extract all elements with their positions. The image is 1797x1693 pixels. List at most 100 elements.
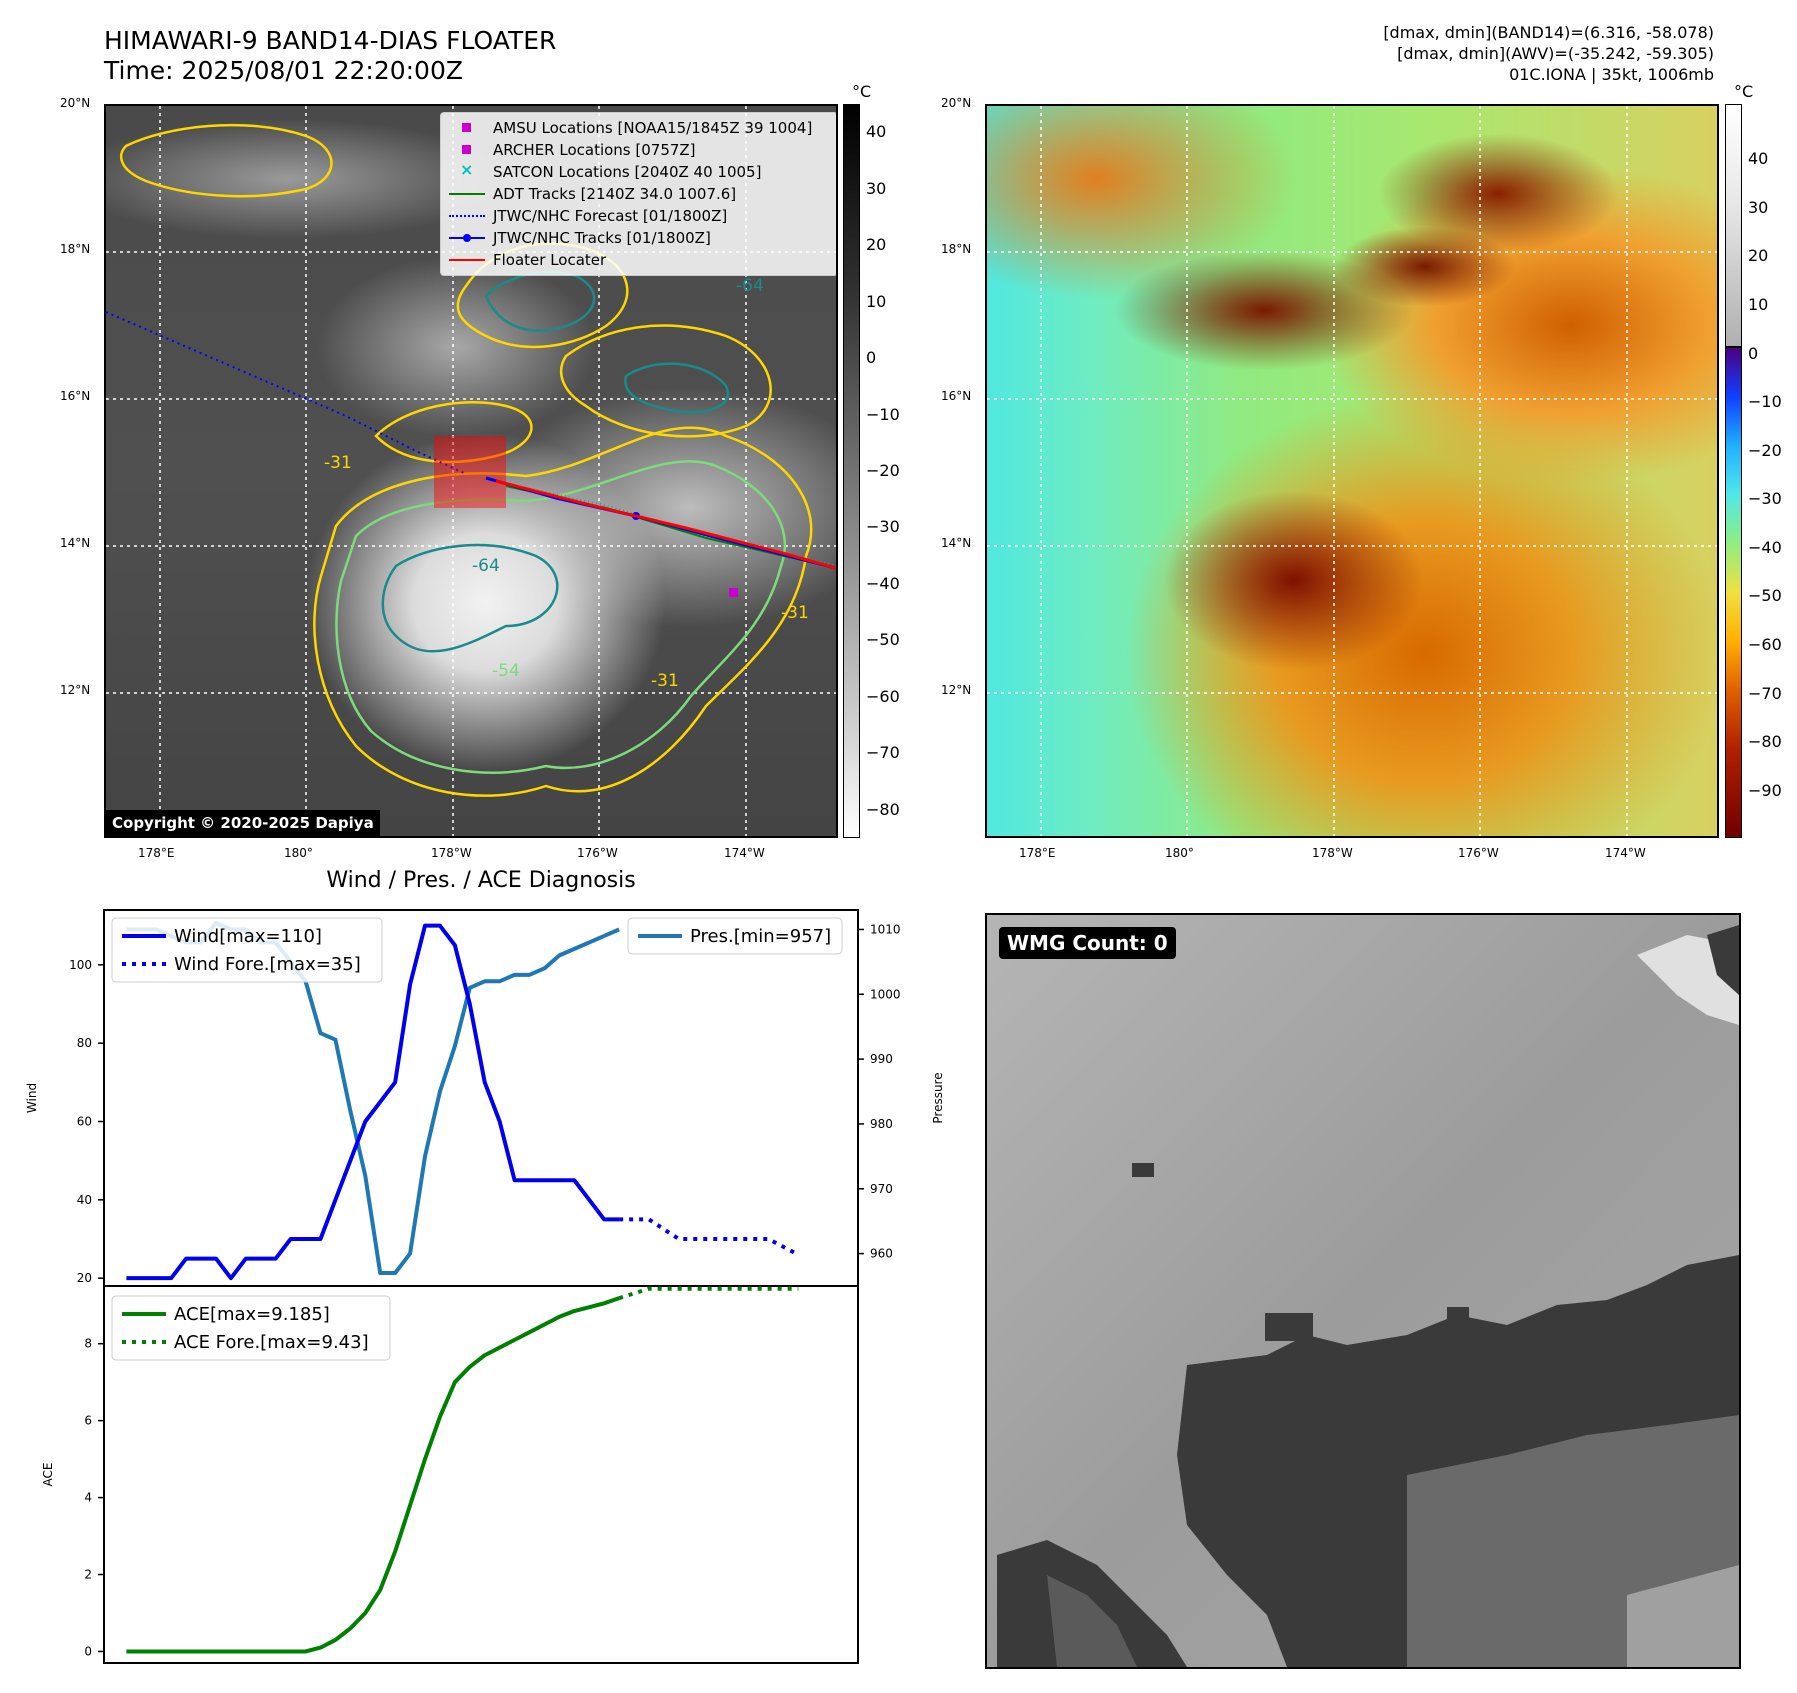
ir-colorbar-tick-label: −60	[866, 686, 900, 706]
ace-line	[126, 1296, 620, 1654]
lon-label: 176°W	[577, 846, 618, 860]
svg-text:-31: -31	[651, 671, 679, 691]
lon-label: 180°	[284, 846, 313, 860]
ir-colorbar-tick-label: −40	[866, 573, 900, 593]
dotted-line-icon	[449, 209, 485, 223]
info-line-3: 01C.IONA | 35kt, 1006mb	[1509, 65, 1714, 84]
bottom-chart-frame	[103, 1285, 859, 1664]
ir-contour-labels: -31 -64 -54 -31 -31 -64	[324, 276, 809, 691]
lon-label: 174°W	[1605, 846, 1646, 860]
lat-label: 14°N	[60, 536, 91, 550]
ir-colorbar-tick-label: 30	[866, 178, 887, 198]
awv-colorbar-tick-label: −20	[1748, 440, 1782, 460]
awv-gridlines	[987, 106, 1717, 836]
awv-colorbar-tick-label: −70	[1748, 683, 1782, 703]
x-marker-icon: ×	[460, 160, 474, 179]
awv-colorbar-tick-label: −10	[1748, 392, 1782, 412]
wind-tick-label: 80	[77, 1036, 92, 1050]
legend-jtwc: JTWC/NHC Tracks [01/1800Z]	[449, 227, 829, 249]
floater-box	[434, 436, 506, 508]
title-line-1: HIMAWARI-9 BAND14-DIAS FLOATER	[104, 26, 557, 55]
ir-satellite-panel: -31 -64 -54 -31 -31 -64 AMSU Locations […	[104, 104, 838, 838]
pressure-tick-label: 990	[870, 1052, 893, 1066]
ace-tick-label: 4	[84, 1491, 92, 1505]
ir-colorbar-tick-label: 0	[866, 348, 877, 368]
lat-label: 16°N	[60, 389, 91, 403]
lat-label: 12°N	[60, 683, 91, 697]
wind-legend-box	[111, 917, 383, 983]
legend-satcon: × SATCON Locations [2040Z 40 1005]	[449, 160, 829, 183]
ace-axis-label: ACE	[41, 1463, 55, 1487]
pressure-axis-label: Pressure	[931, 1072, 945, 1123]
lon-label: 178°W	[431, 846, 472, 860]
ace-tick-label: 8	[84, 1337, 92, 1351]
awv-colorbar-unit: °C	[1734, 82, 1754, 101]
ir-colorbar-tick-label: 10	[866, 291, 887, 311]
wind-forecast-line	[619, 1217, 800, 1257]
ir-colorbar-tick-label: −20	[866, 461, 900, 480]
svg-text:-54: -54	[492, 661, 520, 681]
awv-colorbar-tick-label: 40	[1748, 149, 1769, 169]
storm-info: [dmax, dmin](BAND14)=(6.316, -58.078) [d…	[1383, 22, 1714, 85]
svg-text:-31: -31	[781, 603, 809, 623]
ir-colorbar-tick-label: 20	[866, 235, 887, 255]
awv-colorbar-tick-label: 20	[1748, 246, 1769, 266]
line-icon	[449, 187, 485, 201]
wind-tick-label: 60	[77, 1115, 92, 1129]
lat-label: 14°N	[941, 536, 972, 550]
info-line-2: [dmax, dmin](AWV)=(-35.242, -59.305)	[1397, 44, 1714, 63]
lon-label: 180°	[1165, 846, 1194, 860]
awv-colorbar-tick-label: −40	[1748, 537, 1782, 557]
awv-colorbar-tick-label: 30	[1748, 197, 1769, 217]
ir-legend: AMSU Locations [NOAA15/1845Z 39 1004] AR…	[440, 112, 836, 276]
diagnosis-title: Wind / Pres. / ACE Diagnosis	[326, 868, 636, 893]
figure-title: HIMAWARI-9 BAND14-DIAS FLOATER Time: 202…	[104, 26, 556, 86]
awv-panel	[985, 104, 1719, 838]
svg-text:-64: -64	[472, 556, 500, 576]
ir-colorbar-tick-label: −50	[866, 630, 900, 650]
lat-label: 12°N	[941, 683, 972, 697]
pressure-tick-label: 970	[870, 1182, 893, 1196]
floater-locater-track	[495, 479, 836, 570]
title-line-2: Time: 2025/08/01 22:20:00Z	[104, 56, 463, 85]
ace-legend-label: ACE[max=9.185]	[174, 1304, 330, 1325]
ir-colorbar-tick-label: −80	[866, 799, 900, 819]
wmg-count-badge: WMG Count: 0	[999, 927, 1176, 959]
awv-colorbar-tick-label: −80	[1748, 732, 1782, 752]
lat-label: 20°N	[60, 96, 91, 110]
wmg-panel: WMG Count: 0	[985, 913, 1741, 1669]
wind-tick-label: 20	[77, 1271, 92, 1285]
wind-legend-label: Wind Fore.[max=35]	[174, 954, 361, 975]
awv-colorbar-tick-label: −50	[1748, 586, 1782, 606]
archer-marker	[729, 588, 738, 597]
ir-colorbar	[843, 104, 860, 838]
ace-tick-label: 6	[84, 1414, 92, 1428]
lat-label: 18°N	[941, 242, 972, 256]
awv-colorbar-tick-label: 10	[1748, 295, 1769, 314]
ir-colorbar-unit: °C	[852, 82, 872, 101]
awv-colorbar-tick-label: −90	[1748, 780, 1782, 800]
lon-label: 178°W	[1312, 846, 1353, 860]
awv-colorbar-tick-label: 0	[1748, 343, 1759, 363]
pressure-tick-label: 980	[870, 1117, 893, 1131]
ir-colorbar-tick-label: −70	[866, 743, 900, 763]
svg-text:-31: -31	[324, 453, 352, 473]
ace-tick-label: 2	[84, 1568, 92, 1582]
pressure-legend-box	[627, 917, 843, 955]
legend-forecast: JTWC/NHC Forecast [01/1800Z]	[449, 205, 829, 227]
ir-colorbar-tick-label: 40	[866, 122, 887, 142]
legend-archer: ARCHER Locations [0757Z]	[449, 139, 829, 161]
awv-colorbar-tick-label: −30	[1748, 489, 1782, 509]
line-dot-icon	[449, 231, 485, 245]
ace-forecast-line	[618, 1286, 799, 1301]
wind-legend-label: Wind[max=110]	[174, 926, 322, 947]
awv-colorbar-tick-label: −60	[1748, 635, 1782, 654]
legend-amsu: AMSU Locations [NOAA15/1845Z 39 1004]	[449, 117, 829, 139]
legend-floater: Floater Locater	[449, 249, 829, 271]
lon-label: 178°E	[138, 846, 175, 860]
wind-line	[126, 923, 620, 1281]
line-icon	[449, 253, 485, 267]
ace-legend-box	[111, 1295, 391, 1361]
lon-label: 178°E	[1019, 846, 1056, 860]
